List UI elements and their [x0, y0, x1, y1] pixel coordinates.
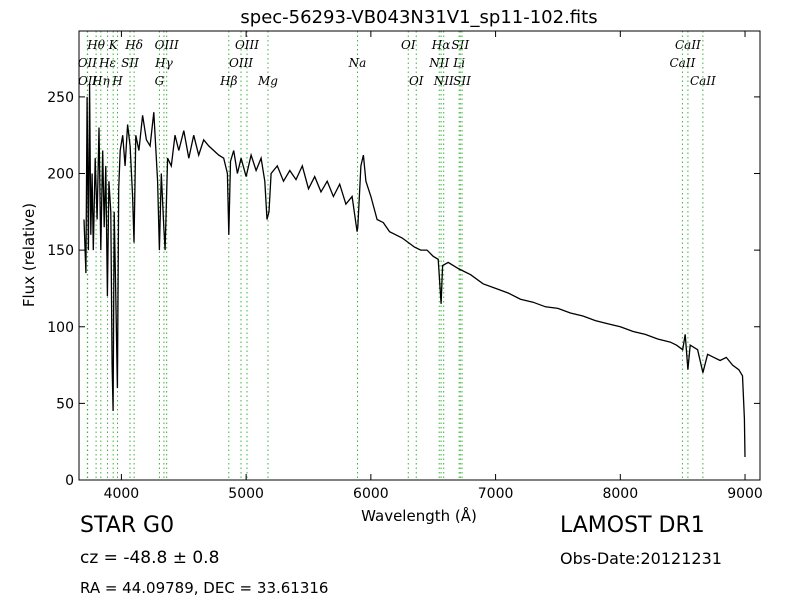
y-axis: 0 50 100 150 200 250	[47, 90, 760, 489]
plot-frame	[78, 30, 761, 481]
x-tick-label: 9000	[727, 486, 763, 502]
line-marker-label: OI	[401, 38, 416, 52]
line-marker-label: OI	[409, 74, 424, 88]
x-axis-label: Wavelength (Å)	[361, 506, 477, 525]
y-axis-label: Flux (relative)	[20, 203, 38, 307]
line-marker-label: Hβ	[219, 74, 237, 88]
x-tick-label: 4000	[104, 486, 140, 502]
line-marker-label: SII	[453, 74, 471, 88]
line-marker-label: CaII	[675, 38, 701, 52]
line-marker-label: Hθ	[86, 38, 105, 52]
line-marker-label: H	[111, 74, 123, 88]
observation-date: Obs-Date:20121231	[560, 549, 722, 568]
line-marker-label: Na	[348, 56, 367, 70]
line-marker-label: K	[108, 38, 119, 52]
y-tick-label: 250	[47, 90, 74, 106]
y-tick-label: 200	[47, 167, 74, 183]
line-marker-label: Hε	[98, 56, 116, 70]
x-tick-label: 8000	[602, 486, 638, 502]
line-marker-label: Mg	[257, 74, 278, 88]
y-tick-label: 0	[65, 473, 74, 489]
chart-title: spec-56293-VB043N31V1_sp11-102.fits	[240, 7, 597, 28]
object-class: STAR G0	[80, 513, 175, 538]
line-marker-label: G	[155, 74, 165, 88]
line-marker-label: NII	[428, 56, 449, 70]
line-marker-label: Hα	[431, 38, 451, 52]
redshift-value: cz = -48.8 ± 0.8	[80, 548, 220, 568]
line-marker-label: CaII	[670, 56, 696, 70]
line-marker-label: OII	[78, 74, 98, 88]
line-marker-label: CaII	[690, 74, 716, 88]
x-tick-label: 5000	[228, 486, 264, 502]
line-marker-label: SII	[121, 56, 139, 70]
y-tick-label: 100	[47, 320, 74, 336]
line-marker-label: NII	[433, 74, 454, 88]
line-marker-label: OIII	[229, 56, 253, 70]
y-tick-label: 50	[56, 396, 74, 412]
sky-coordinates: RA = 44.09789, DEC = 33.61316	[80, 579, 329, 597]
spectrum-line	[83, 84, 746, 458]
line-marker-label: SII	[451, 38, 469, 52]
line-marker-label: Hδ	[124, 38, 143, 52]
x-axis: 4000 5000 6000 7000 8000 9000	[104, 31, 763, 502]
line-marker-label: Hη	[91, 74, 110, 88]
line-marker-label: OIII	[235, 38, 259, 52]
survey-name: LAMOST DR1	[560, 513, 705, 538]
line-marker-label: Li	[452, 56, 465, 70]
x-tick-label: 6000	[353, 486, 389, 502]
line-marker-label: OIII	[155, 38, 179, 52]
line-marker-label: Hγ	[154, 56, 173, 70]
x-tick-label: 7000	[478, 486, 514, 502]
y-tick-label: 150	[47, 243, 74, 259]
